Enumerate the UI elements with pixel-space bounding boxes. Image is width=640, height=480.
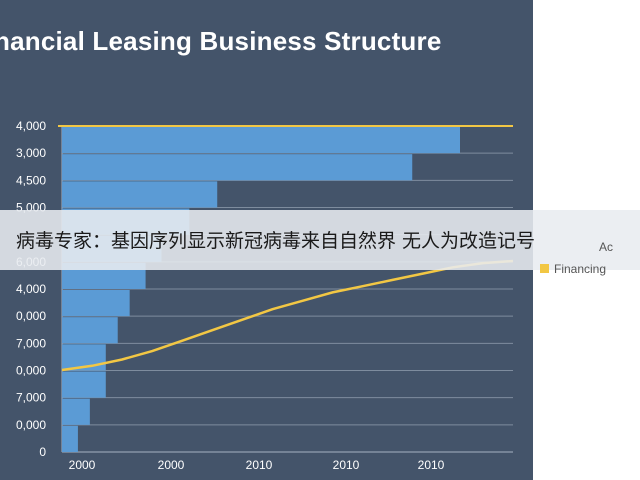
y-tick-label: 0,000 <box>16 418 46 432</box>
legend-entry-partial: Ac <box>599 240 614 254</box>
x-tick-label: 2010 <box>418 458 445 472</box>
x-tick-label: 2010 <box>333 458 360 472</box>
x-tick-label: 2010 <box>246 458 273 472</box>
caption-banner: 病毒专家：基因序列显示新冠病毒来自自然界 无人为改造记号 <box>0 210 640 270</box>
x-tick-label: 2000 <box>158 458 185 472</box>
y-tick-label: 3,000 <box>16 146 46 160</box>
bar <box>62 181 218 208</box>
y-tick-label: 0 <box>39 445 46 459</box>
bar <box>62 290 130 317</box>
y-tick-label: 7,000 <box>16 336 46 350</box>
chart-title: nancial Leasing Business Structure <box>0 26 442 56</box>
bar <box>62 317 118 344</box>
legend-swatch <box>540 264 549 273</box>
y-tick-label: 0,000 <box>16 364 46 378</box>
caption-text: 病毒专家：基因序列显示新冠病毒来自自然界 无人为改造记号 <box>16 230 536 252</box>
bar <box>62 127 460 154</box>
y-tick-label: 0,000 <box>16 309 46 323</box>
y-tick-label: 4,500 <box>16 173 46 187</box>
y-tick-label: 7,000 <box>16 391 46 405</box>
legend-entry-financing: Financing <box>540 262 606 276</box>
bar <box>62 398 90 425</box>
bar <box>62 154 413 181</box>
y-tick-label: 4,000 <box>16 282 46 296</box>
bar <box>62 425 78 452</box>
bar <box>62 371 106 398</box>
y-tick-label: 4,000 <box>16 119 46 133</box>
legend-label: Financing <box>554 262 607 276</box>
x-tick-label: 2000 <box>69 458 96 472</box>
financing-line <box>61 259 514 372</box>
